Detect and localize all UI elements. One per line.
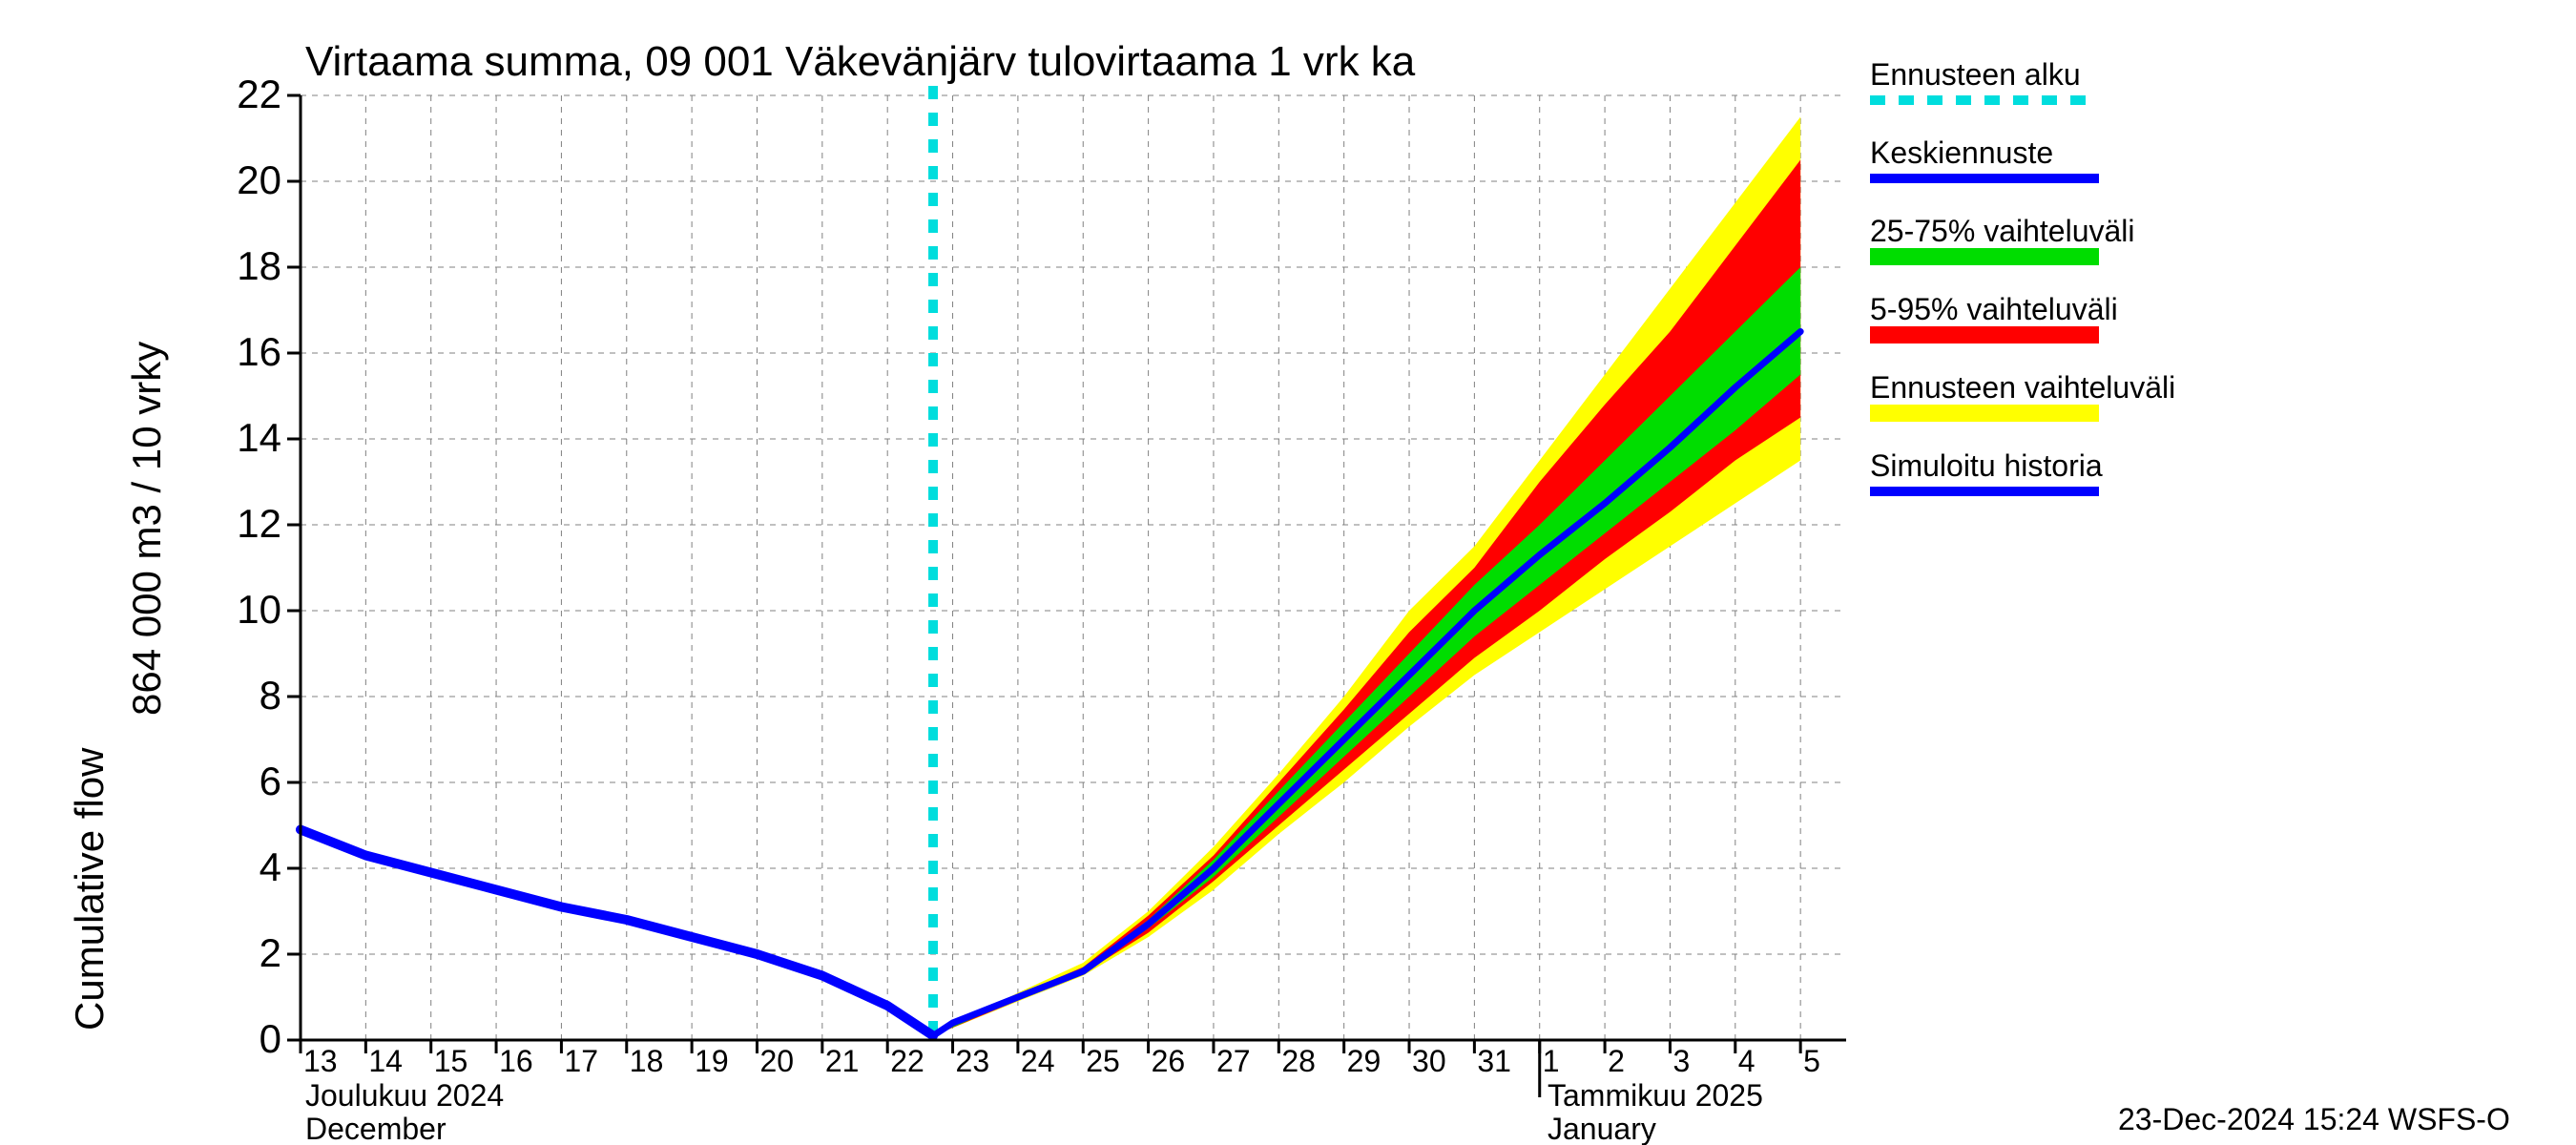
legend-item-label: Simuloitu historia bbox=[1870, 448, 2103, 484]
x-tick-label: 2 bbox=[1608, 1044, 1625, 1079]
x-tick-label: 31 bbox=[1477, 1044, 1511, 1079]
y-tick-label: 18 bbox=[215, 243, 281, 289]
y-tick-label: 14 bbox=[215, 415, 281, 461]
x-tick-label: 27 bbox=[1216, 1044, 1251, 1079]
x-tick-label: 29 bbox=[1347, 1044, 1381, 1079]
x-tick-label: 22 bbox=[890, 1044, 924, 1079]
x-tick-label: 20 bbox=[759, 1044, 794, 1079]
x-tick-label: 19 bbox=[695, 1044, 729, 1079]
chart-svg bbox=[0, 0, 2576, 1145]
legend-item-label: 5-95% vaihteluväli bbox=[1870, 292, 2118, 327]
x-tick-label: 3 bbox=[1672, 1044, 1690, 1079]
y-tick-label: 0 bbox=[215, 1016, 281, 1062]
x-tick-label: 5 bbox=[1803, 1044, 1820, 1079]
x-tick-label: 21 bbox=[825, 1044, 860, 1079]
x-tick-label: 17 bbox=[564, 1044, 598, 1079]
y-tick-label: 10 bbox=[215, 587, 281, 633]
x-tick-label: 13 bbox=[303, 1044, 338, 1079]
x-tick-label: 18 bbox=[630, 1044, 664, 1079]
x-tick-label: 1 bbox=[1543, 1044, 1560, 1079]
y-tick-label: 20 bbox=[215, 157, 281, 203]
x-tick-label: 23 bbox=[956, 1044, 990, 1079]
x-tick-label: 15 bbox=[434, 1044, 468, 1079]
x-tick-label: 30 bbox=[1412, 1044, 1446, 1079]
x-tick-label: 14 bbox=[368, 1044, 403, 1079]
y-tick-label: 12 bbox=[215, 501, 281, 547]
y-tick-label: 4 bbox=[215, 844, 281, 890]
chart-container: { "title": "Virtaama summa, 09 001 Väkev… bbox=[0, 0, 2576, 1145]
y-tick-label: 22 bbox=[215, 72, 281, 117]
x-tick-label: 4 bbox=[1738, 1044, 1755, 1079]
x-tick-label: 25 bbox=[1086, 1044, 1120, 1079]
x-tick-label: 28 bbox=[1281, 1044, 1316, 1079]
legend-item-label: Keskiennuste bbox=[1870, 135, 2053, 171]
y-tick-label: 2 bbox=[215, 930, 281, 976]
legend-item-label: Ennusteen vaihteluväli bbox=[1870, 370, 2175, 406]
x-tick-label: 16 bbox=[499, 1044, 533, 1079]
x-tick-label: 26 bbox=[1152, 1044, 1186, 1079]
legend-item-label: 25-75% vaihteluväli bbox=[1870, 214, 2135, 249]
y-tick-label: 6 bbox=[215, 759, 281, 804]
x-tick-label: 24 bbox=[1021, 1044, 1055, 1079]
legend-item-label: Ennusteen alku bbox=[1870, 57, 2081, 93]
y-tick-label: 8 bbox=[215, 673, 281, 718]
y-tick-label: 16 bbox=[215, 329, 281, 375]
